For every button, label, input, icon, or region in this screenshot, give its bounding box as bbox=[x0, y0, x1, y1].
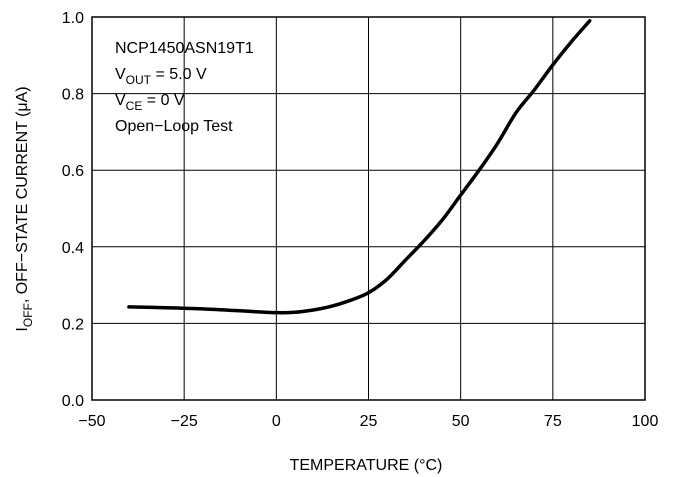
y-tick-label: 0.2 bbox=[62, 316, 84, 333]
chart-grid bbox=[92, 17, 645, 400]
x-tick-label: 25 bbox=[360, 413, 378, 430]
y-tick-label: 0.0 bbox=[62, 393, 84, 410]
y-tick-label: 0.6 bbox=[62, 163, 84, 180]
x-tick-label: −25 bbox=[171, 413, 198, 430]
annotation-vout: VOUT = 5.0 V bbox=[115, 66, 207, 87]
x-tick-label: 50 bbox=[452, 413, 470, 430]
x-tick-label: 100 bbox=[632, 413, 659, 430]
y-tick-label: 0.8 bbox=[62, 87, 84, 104]
x-tick-label: 0 bbox=[272, 413, 281, 430]
y-axis-tick-labels: 0.0 0.2 0.4 0.6 0.8 1.0 bbox=[62, 10, 84, 410]
y-axis-title: IOFF, OFF−STATE CURRENT (μA) bbox=[14, 86, 35, 331]
x-axis-tick-labels: −50 −25 0 25 50 75 100 bbox=[78, 413, 658, 430]
annotation-test: Open−Loop Test bbox=[115, 118, 233, 135]
x-tick-label: 75 bbox=[544, 413, 562, 430]
annotation-block: NCP1450ASN19T1 VOUT = 5.0 V VCE = 0 V Op… bbox=[115, 40, 254, 135]
y-tick-label: 0.4 bbox=[62, 240, 84, 257]
x-tick-label: −50 bbox=[78, 413, 105, 430]
plot-area-frame bbox=[91, 16, 646, 401]
series-line bbox=[127, 19, 592, 315]
annotation-vce: VCE = 0 V bbox=[115, 92, 185, 113]
x-axis-title: TEMPERATURE (°C) bbox=[290, 457, 443, 474]
annotation-device: NCP1450ASN19T1 bbox=[115, 40, 254, 57]
y-tick-label: 1.0 bbox=[62, 10, 84, 27]
